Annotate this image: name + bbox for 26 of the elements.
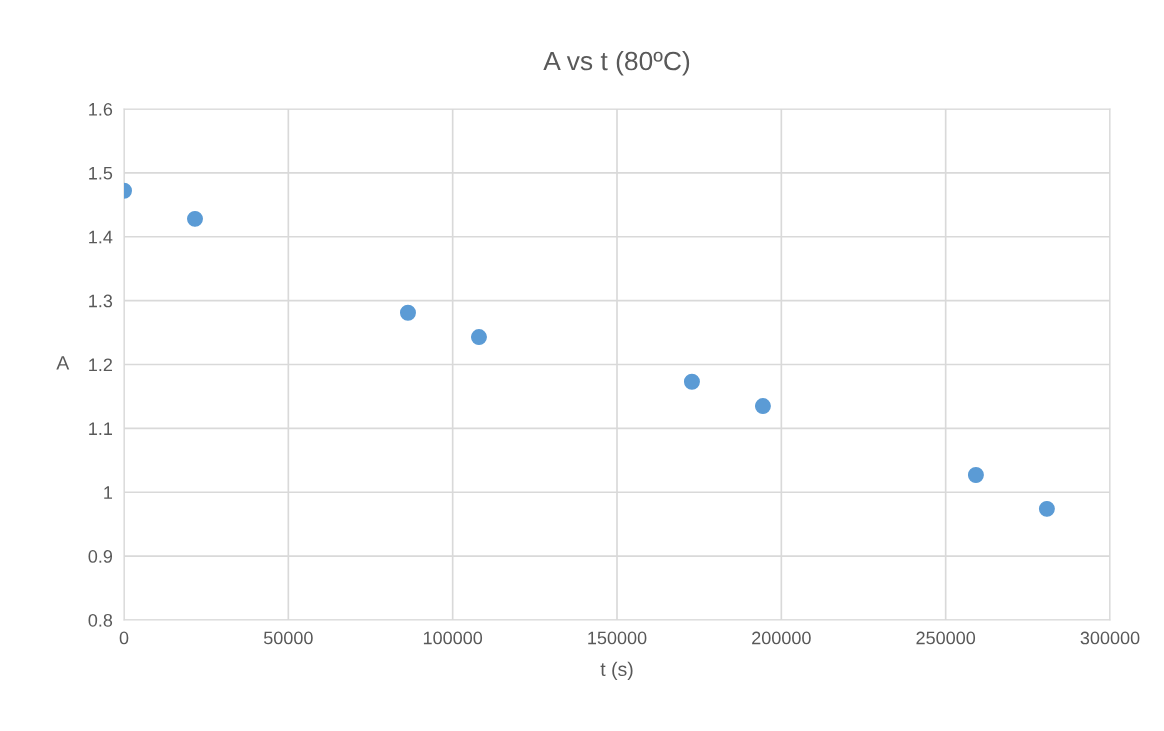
y-tick-label: 0.8 [88, 613, 113, 627]
x-tick-label: 50000 [263, 631, 313, 645]
y-axis-title: A [56, 356, 70, 370]
y-tick-label: 1.1 [89, 422, 113, 435]
y-tick-label: 1.6 [89, 102, 113, 116]
point [187, 210, 203, 227]
x-tick-label: 150000 [588, 631, 647, 645]
point [967, 467, 984, 483]
x-tick-label: 0 [119, 631, 129, 645]
x-tick-label: 300000 [1080, 631, 1140, 645]
x-tick-label: 100000 [423, 631, 483, 645]
point [1038, 500, 1055, 517]
point [754, 398, 771, 414]
x-axis-title: t (s) [600, 661, 633, 680]
point [470, 329, 487, 346]
chart-title: A vs t (80ºC) [543, 50, 690, 76]
point [683, 373, 700, 390]
x-tick-label: 250000 [916, 631, 976, 645]
y-tick-label: 1.3 [89, 294, 113, 308]
y-tick-label: 1.4 [89, 230, 113, 244]
y-tick-label: 1 [104, 486, 113, 499]
y-tick-label: 0.9 [88, 550, 113, 563]
y-tick-label: 1.2 [89, 358, 112, 372]
point [399, 304, 416, 321]
x-tick-label: 200000 [752, 631, 811, 645]
y-tick-label: 1.5 [89, 167, 113, 180]
